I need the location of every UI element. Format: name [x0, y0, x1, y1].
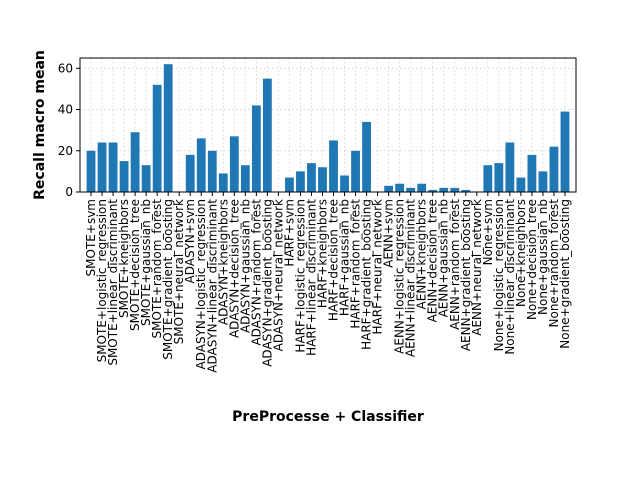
bar [406, 187, 416, 192]
bar [494, 163, 504, 192]
x-tick-label: HARF+svm [282, 199, 296, 267]
bar [130, 132, 140, 192]
x-tick-label: ADASYN+random_forest [249, 199, 263, 346]
x-tick-label: ADASYN+decision_tree [227, 199, 241, 338]
x-tick-label: HARF+gradient_boosting [360, 199, 374, 350]
bar [285, 177, 294, 192]
x-tick-label: AENN+logistic_regression [393, 199, 407, 354]
bar [119, 161, 129, 192]
x-tick-label: SMOTE+neural_network [172, 199, 186, 344]
bar [527, 154, 537, 192]
y-tick-label: 0 [65, 185, 73, 199]
x-tick-label: AENN+random_forest [448, 199, 462, 330]
y-tick-label: 40 [58, 103, 73, 117]
x-tick-label: HARF+kneighbors [315, 199, 329, 308]
y-axis: 0 20 40 60 [58, 61, 80, 199]
x-tick-label: ADASYN+gradient_boosting [260, 199, 274, 367]
x-tick-label: AENN+kneighbors [415, 199, 429, 309]
bar [240, 165, 250, 192]
x-tick-label: ADASYN+neural_network [271, 199, 285, 351]
x-tick-label: SMOTE+decision_tree [128, 199, 142, 331]
bar [185, 154, 195, 192]
x-tick-label: None+logistic_regression [492, 199, 506, 351]
x-tick-label: HARF+gaussian_nb [338, 199, 352, 316]
x-tick-label: ADASYN+gaussian_nb [238, 199, 252, 333]
bar [450, 187, 460, 192]
x-tick-label: SMOTE+kneighbors [117, 199, 131, 318]
bar [141, 165, 151, 192]
x-tick-label: None+kneighbors [514, 199, 528, 307]
bar [340, 175, 349, 192]
x-tick-label: AENN+decision_tree [426, 199, 440, 322]
bar [296, 171, 305, 192]
bar [538, 171, 548, 192]
bar [329, 140, 338, 192]
bar [196, 138, 206, 192]
x-tick-label: SMOTE+svm [84, 199, 98, 276]
x-tick-label: ADASYN+kneighbors [216, 199, 230, 325]
bar [439, 187, 449, 192]
x-axis: SMOTE+svmSMOTE+logistic_regressionSMOTE+… [84, 192, 572, 373]
bar [318, 167, 327, 192]
bar [97, 142, 107, 192]
x-tick-label: HARF+random_forest [349, 199, 363, 329]
bar [262, 78, 272, 192]
x-tick-label: HARF+linear_discriminant [304, 199, 318, 356]
bar [417, 183, 427, 192]
bar [229, 136, 239, 192]
y-tick-label: 60 [58, 61, 73, 75]
plot-frame [79, 57, 577, 193]
x-tick-label: AENN+gaussian_nb [437, 199, 451, 317]
bars-layer [86, 64, 570, 192]
x-tick-label: None+gaussian_nb [536, 199, 550, 315]
bar [505, 142, 515, 192]
x-tick-label: ADASYN+logistic_regression [194, 199, 208, 369]
x-axis-title: PreProcesse + Classifier [232, 409, 424, 425]
y-tick-label: 20 [58, 144, 73, 158]
bar [428, 189, 438, 192]
bar [307, 163, 316, 192]
bar [483, 165, 493, 192]
bar [560, 111, 570, 192]
bar [152, 84, 162, 192]
x-tick-label: None+decision_tree [525, 199, 539, 320]
x-tick-label: SMOTE+linear_discriminant [106, 199, 120, 366]
x-tick-label: SMOTE+gradient_boosting [161, 199, 175, 360]
bar [549, 146, 559, 192]
bar [108, 142, 118, 192]
x-tick-label: SMOTE+gaussian_nb [139, 199, 153, 326]
x-tick-label: AENN+gradient_boosting [459, 199, 473, 351]
bar [395, 183, 405, 192]
bar [384, 185, 394, 192]
x-tick-label: None+gradient_boosting [558, 199, 572, 349]
x-tick-label: AENN+svm [382, 199, 396, 268]
bar [218, 173, 228, 192]
x-tick-label: SMOTE+logistic_regression [95, 199, 109, 362]
x-tick-label: AENN+linear_discriminant [404, 199, 418, 357]
bar [461, 189, 471, 192]
x-tick-label: HARF+decision_tree [327, 199, 341, 321]
bar [516, 177, 526, 192]
bar [362, 121, 371, 192]
x-tick-label: AENN+neural_network [470, 199, 484, 336]
x-tick-label: ADASYN+linear_discriminant [205, 199, 219, 373]
x-tick-label: ADASYN+svm [183, 199, 197, 283]
x-tick-label: HARF+neural_network [371, 199, 385, 335]
bar [207, 150, 217, 192]
y-axis-title: Recall macro mean [32, 50, 48, 200]
x-tick-label: HARF+logistic_regression [293, 199, 307, 353]
x-tick-label: None+random_forest [547, 199, 561, 328]
bar [163, 64, 173, 192]
bar [351, 150, 360, 192]
bar [86, 150, 96, 192]
x-tick-label: None+linear_discriminant [503, 199, 517, 355]
bar [251, 105, 261, 192]
x-tick-label: None+svm [481, 199, 495, 265]
x-tick-label: SMOTE+random_forest [150, 199, 164, 339]
